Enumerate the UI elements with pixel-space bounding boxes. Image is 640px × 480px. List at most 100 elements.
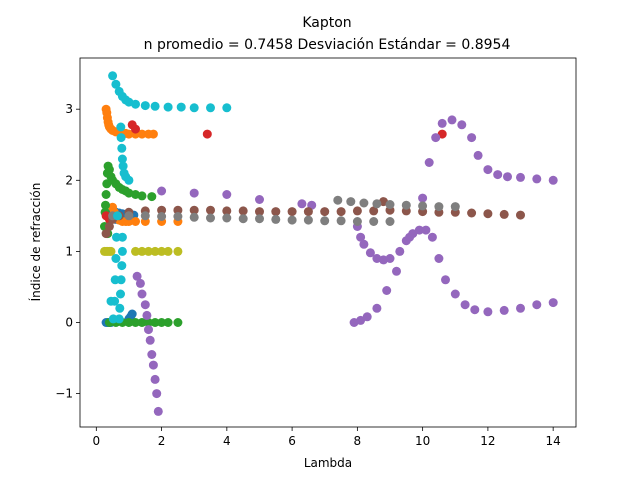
data-point xyxy=(303,215,313,225)
data-point xyxy=(131,99,140,109)
data-point xyxy=(457,120,467,130)
data-point xyxy=(157,212,167,221)
data-point xyxy=(255,207,264,217)
data-point xyxy=(424,158,434,167)
data-point xyxy=(395,246,405,256)
data-point xyxy=(131,217,140,226)
x-tick-label: 14 xyxy=(546,434,561,448)
data-point xyxy=(222,190,232,199)
data-point xyxy=(222,103,232,113)
data-point xyxy=(152,389,162,399)
data-point xyxy=(189,188,199,198)
y-tick-label: 1 xyxy=(65,244,73,258)
data-point xyxy=(483,209,493,219)
data-point xyxy=(113,211,122,221)
data-point xyxy=(157,318,167,327)
data-point xyxy=(104,165,114,175)
data-point xyxy=(483,165,493,175)
data-point xyxy=(238,206,248,216)
data-point xyxy=(356,315,366,325)
data-point xyxy=(101,200,110,210)
data-point xyxy=(124,129,134,139)
series-9 xyxy=(106,71,232,324)
data-point xyxy=(222,213,232,223)
x-tick-label: 2 xyxy=(158,434,166,448)
data-point xyxy=(421,225,431,235)
x-tick-label: 8 xyxy=(354,434,362,448)
data-point xyxy=(101,229,111,239)
y-axis: −1 0 1 2 3 xyxy=(55,102,80,401)
data-point xyxy=(101,190,111,199)
data-points xyxy=(100,71,558,416)
data-point xyxy=(222,206,232,216)
data-point xyxy=(418,201,428,211)
plot-area-frame xyxy=(79,57,577,428)
data-point xyxy=(206,205,215,215)
data-point xyxy=(173,205,183,215)
data-point xyxy=(117,143,127,153)
data-point xyxy=(372,199,382,209)
data-point xyxy=(385,254,395,263)
data-point xyxy=(150,374,160,384)
data-point xyxy=(359,239,369,249)
data-point xyxy=(255,195,264,204)
data-point xyxy=(157,186,167,196)
data-point xyxy=(131,124,140,134)
data-point xyxy=(206,103,215,113)
data-point xyxy=(163,246,173,256)
data-point xyxy=(336,216,346,226)
data-point xyxy=(503,172,512,182)
data-point xyxy=(297,199,307,209)
data-point xyxy=(437,118,447,128)
data-point xyxy=(548,298,558,308)
data-point xyxy=(189,205,199,215)
data-point xyxy=(385,217,395,226)
data-point xyxy=(303,207,313,217)
data-point xyxy=(516,303,525,313)
data-point xyxy=(401,200,411,210)
x-axis: 0 2 4 6 8 10 12 14 xyxy=(92,427,561,448)
data-point xyxy=(450,289,460,299)
data-point xyxy=(173,318,183,327)
data-point xyxy=(320,207,330,217)
data-point xyxy=(352,217,362,226)
y-tick-label: 0 xyxy=(65,315,73,329)
data-point xyxy=(173,212,183,221)
data-point xyxy=(189,103,199,113)
data-point xyxy=(287,207,297,217)
data-point xyxy=(115,303,125,313)
data-point xyxy=(145,335,155,345)
data-point xyxy=(516,210,525,220)
data-point xyxy=(450,202,460,212)
data-point xyxy=(352,206,362,216)
x-tick-label: 12 xyxy=(480,434,495,448)
data-point xyxy=(202,129,212,139)
y-axis-label: Índice de refracción xyxy=(28,183,43,302)
data-point xyxy=(333,195,343,205)
data-point xyxy=(238,214,248,224)
data-point xyxy=(516,172,525,182)
data-point xyxy=(150,101,160,111)
y-tick-label: 3 xyxy=(65,102,73,116)
data-point xyxy=(116,289,125,299)
data-point xyxy=(137,191,147,201)
data-point xyxy=(116,122,126,132)
data-point xyxy=(271,207,281,217)
data-point xyxy=(140,101,150,111)
series-8 xyxy=(100,246,183,256)
data-point xyxy=(117,154,127,164)
chart-title: Kapton xyxy=(302,15,351,31)
data-point xyxy=(144,318,153,327)
data-point xyxy=(116,133,126,143)
data-point xyxy=(493,170,503,180)
data-point xyxy=(148,129,158,139)
data-point xyxy=(132,271,142,281)
data-point xyxy=(112,232,121,242)
data-point xyxy=(287,215,297,225)
data-point xyxy=(117,246,127,256)
data-point xyxy=(336,207,346,217)
data-point xyxy=(385,200,395,209)
data-point xyxy=(470,305,480,315)
data-point xyxy=(118,161,128,171)
data-point xyxy=(548,175,558,185)
